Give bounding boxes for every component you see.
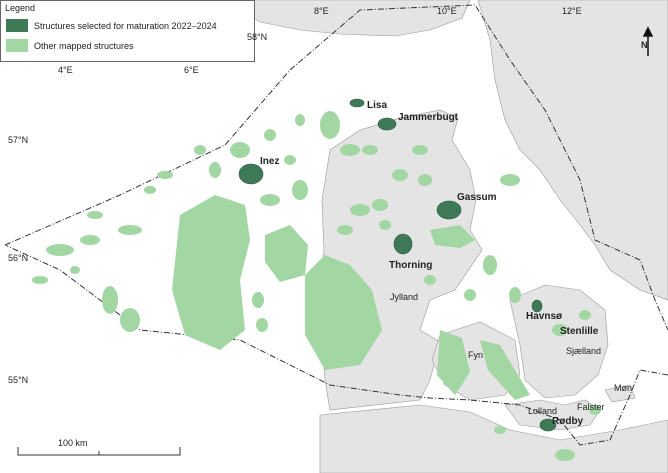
scale-label: 100 km [58,438,88,448]
other-structure [480,340,530,400]
other-structure [305,255,382,370]
selected-structure [377,117,397,131]
latitude-label: 56°N [8,253,28,263]
latitude-label: 55°N [8,375,28,385]
other-structure [102,286,118,314]
longitude-label: 12°E [562,6,582,16]
other-structure [350,204,370,216]
other-structure [264,129,276,141]
sweden [477,0,668,301]
selected-structure [436,200,462,220]
other-structure [209,162,221,178]
other-structure [340,144,360,156]
other-structure [252,292,264,308]
other-structure [295,114,305,126]
other-structure [70,266,80,274]
longitude-label: 10°E [437,6,457,16]
north-arrow [642,26,654,56]
other-structure [265,225,308,282]
eez-boundary [4,4,668,446]
legend-label: Structures selected for maturation 2022–… [34,21,217,31]
structure-label: Thorning [389,260,432,271]
other-structure [509,287,521,303]
other-structure [362,145,378,155]
other-structures [32,111,601,461]
legend-title: Legend [5,3,35,13]
region-label: Møn [614,383,632,393]
north-label: N [641,40,648,50]
other-structure [555,449,575,461]
other-structure [284,155,296,165]
scale-bar [17,447,181,456]
other-structure [337,225,353,235]
other-structure [80,235,100,245]
other-structure [172,195,250,350]
selected-structure [539,418,557,432]
legend-swatch [6,39,28,52]
other-structure [87,211,103,219]
longitude-label: 8°E [314,6,329,16]
latitude-label: 58°N [247,32,267,42]
other-structure [120,308,140,332]
other-structure [230,142,250,158]
other-structure [430,225,475,248]
legend-box [0,0,255,62]
germany [319,404,668,473]
selected-structure [531,299,543,313]
other-structure [379,220,391,230]
region-label: Fyn [468,350,483,360]
other-structure [46,244,74,256]
other-structure [118,225,142,235]
selected-structure [393,233,413,255]
other-structure [260,194,280,206]
selected-structure [238,163,264,185]
other-structure [144,186,156,194]
region-label: Lolland [528,406,557,416]
region-label: Jylland [390,292,418,302]
other-structure [494,426,506,434]
structure-label: Gassum [457,192,497,203]
region-label: Sjælland [566,346,601,356]
other-structure [372,199,388,211]
region-label: Falster [577,402,605,412]
structure-label: Inez [260,156,279,167]
structure-label: Stenlille [560,326,599,337]
other-structure [552,324,568,336]
other-structure [392,169,408,181]
other-structure [194,145,206,155]
other-structure [437,330,470,395]
other-structure [424,275,436,285]
legend-label: Other mapped structures [34,41,134,51]
other-structure [464,289,476,301]
other-structure [256,318,268,332]
other-structure [32,276,48,284]
other-structure [418,174,432,186]
other-structure [500,174,520,186]
structure-label: Lisa [367,100,387,111]
latitude-label: 57°N [8,135,28,145]
other-structure [579,310,591,320]
structure-label: Rødby [552,416,584,427]
moen [604,384,636,403]
other-structure [320,111,340,139]
norway [224,0,471,37]
longitude-label: 6°E [184,65,199,75]
selected-structures [238,98,557,432]
legend-swatch [6,19,28,32]
structure-label: Jammerbugt [398,112,459,123]
longitude-label: 4°E [58,65,73,75]
other-structure [589,405,601,415]
structure-label: Havnsø [526,311,563,322]
other-structure [157,171,173,179]
other-structure [483,255,497,275]
other-structure [412,145,428,155]
selected-structure [349,98,365,108]
other-structure [292,180,308,200]
